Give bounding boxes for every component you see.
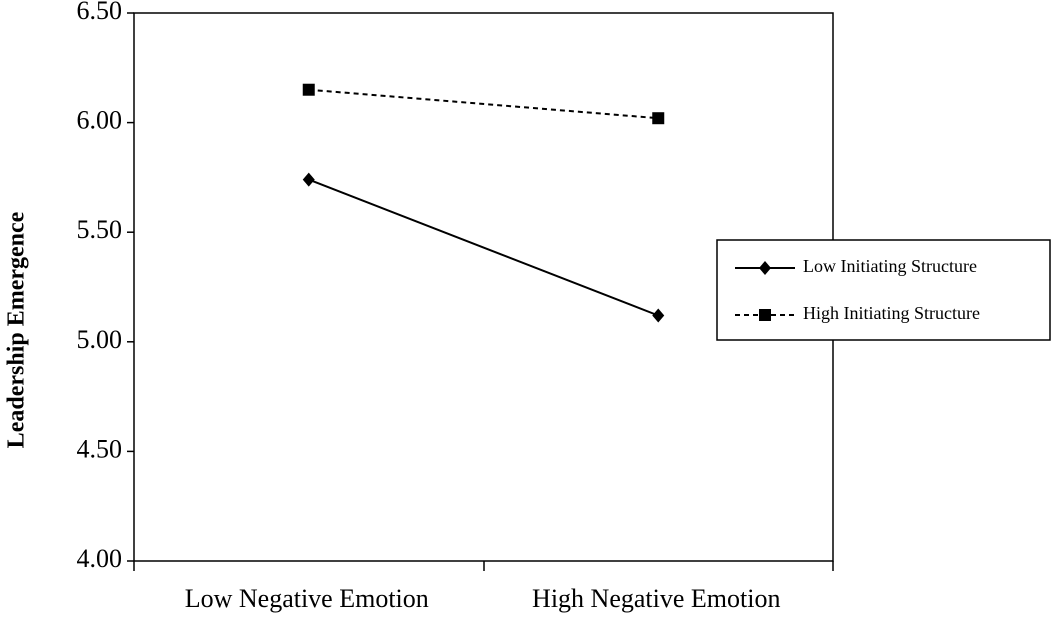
x-tick-label: High Negative Emotion (532, 584, 780, 613)
marker (302, 83, 315, 96)
legend-label: High Initiating Structure (803, 303, 980, 323)
y-tick-label: 4.50 (77, 434, 123, 463)
series-line (308, 178, 659, 317)
y-tick-label: 4.00 (77, 544, 123, 573)
legend-label: Low Initiating Structure (803, 256, 977, 276)
y-tick-label: 6.50 (77, 0, 123, 25)
marker (652, 112, 665, 125)
y-tick-label: 6.00 (77, 106, 123, 135)
legend-marker (759, 261, 771, 275)
y-tick-label: 5.50 (77, 215, 123, 244)
y-axis-title: Leadership Emergence (4, 211, 30, 448)
marker (302, 172, 315, 187)
legend-marker (759, 309, 771, 321)
series-line (308, 88, 659, 120)
x-tick-label: Low Negative Emotion (185, 584, 429, 613)
marker (652, 308, 665, 323)
legend (716, 239, 1051, 341)
y-tick-label: 5.00 (77, 325, 123, 354)
